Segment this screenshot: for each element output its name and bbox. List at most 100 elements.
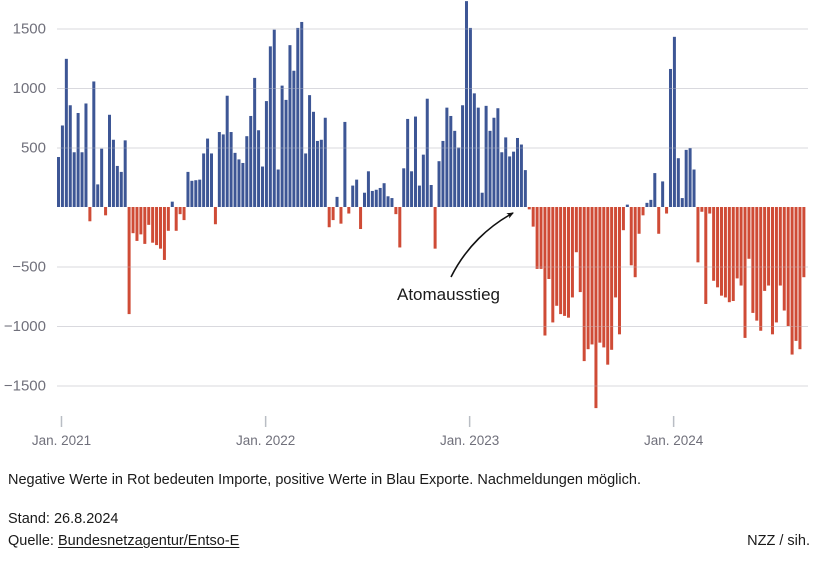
- gridline-overlay: [57, 28, 808, 387]
- import-bar: [739, 207, 743, 286]
- export-bar: [382, 183, 386, 207]
- source-link[interactable]: Bundesnetzagentur/Entso-E: [57, 533, 240, 549]
- export-bar: [488, 130, 492, 207]
- export-bar: [437, 161, 441, 207]
- export-bar: [241, 162, 245, 207]
- import-bar: [610, 207, 614, 350]
- export-bar: [76, 112, 80, 207]
- export-bar: [366, 171, 370, 207]
- export-bar: [484, 105, 488, 207]
- export-bar: [425, 98, 429, 207]
- y-tick-label: −1000: [4, 318, 46, 335]
- import-bar: [614, 207, 618, 298]
- import-bar: [590, 207, 594, 345]
- import-bar: [794, 207, 798, 341]
- y-tick-label: 500: [21, 140, 46, 157]
- export-bar: [649, 199, 653, 207]
- import-bar: [727, 207, 731, 303]
- x-axis: Jan. 2021 Jan. 2022 Jan. 2023 Jan. 2024: [32, 416, 704, 448]
- import-bar: [527, 207, 531, 210]
- import-bar: [570, 207, 574, 298]
- export-bar: [692, 169, 696, 207]
- import-bar: [704, 207, 708, 304]
- import-bar: [802, 207, 806, 278]
- import-bar: [602, 207, 606, 348]
- export-bar: [210, 153, 213, 207]
- import-bar: [708, 207, 712, 214]
- import-bar: [759, 207, 763, 331]
- import-bar: [621, 207, 625, 231]
- import-bar: [535, 207, 539, 269]
- export-bar: [480, 192, 484, 207]
- import-bar: [633, 207, 637, 278]
- export-bar: [57, 157, 60, 207]
- export-bar: [512, 151, 516, 207]
- export-bar: [272, 29, 276, 207]
- export-bar: [233, 152, 237, 207]
- import-bar: [104, 207, 108, 216]
- export-bar: [315, 140, 319, 207]
- export-bar: [257, 130, 261, 207]
- import-bar: [131, 207, 135, 234]
- export-bar: [406, 118, 410, 207]
- export-bar: [119, 171, 123, 207]
- export-bar: [115, 165, 119, 207]
- import-bar: [551, 207, 555, 323]
- export-bar: [688, 148, 692, 207]
- import-bar: [778, 207, 782, 286]
- export-bar: [123, 140, 127, 207]
- y-tick-label: 1000: [13, 80, 46, 97]
- import-bar: [723, 207, 727, 298]
- import-bar: [359, 207, 363, 230]
- export-bar: [523, 170, 527, 207]
- export-bar: [449, 115, 453, 207]
- export-bar: [335, 196, 339, 207]
- import-bar: [770, 207, 774, 335]
- export-bar: [288, 45, 292, 207]
- export-bar: [229, 132, 233, 207]
- export-bar: [108, 114, 111, 207]
- import-bar: [151, 207, 155, 243]
- import-bar: [641, 207, 645, 216]
- export-bar: [343, 121, 347, 207]
- export-bar: [92, 81, 96, 207]
- chart-footnote: Negative Werte in Rot bedeuten Importe, …: [8, 472, 641, 488]
- export-bar: [72, 152, 76, 207]
- export-bar: [445, 107, 449, 207]
- export-bar: [680, 198, 684, 207]
- import-bar: [555, 207, 559, 306]
- export-bar: [194, 180, 198, 207]
- export-bar: [225, 95, 229, 207]
- import-bar: [539, 207, 543, 269]
- export-bar: [492, 117, 496, 207]
- export-bar: [653, 173, 657, 207]
- import-bar: [657, 207, 661, 234]
- export-bar: [417, 185, 421, 207]
- import-bar: [586, 207, 590, 350]
- import-bar: [547, 207, 551, 279]
- export-bar: [676, 158, 680, 207]
- gridlines: [57, 28, 808, 387]
- import-bar: [543, 207, 547, 336]
- export-bar: [645, 202, 649, 207]
- import-bar: [767, 207, 771, 286]
- export-bar: [386, 196, 390, 207]
- import-bar: [339, 207, 343, 224]
- import-bar: [731, 207, 735, 302]
- y-tick-label: 1500: [13, 21, 46, 38]
- export-bar: [84, 103, 88, 207]
- import-bar: [594, 207, 598, 409]
- export-bar: [319, 139, 323, 207]
- import-bar: [531, 207, 535, 227]
- export-bar: [280, 85, 284, 207]
- export-bar: [253, 77, 257, 207]
- export-bar: [217, 132, 221, 207]
- export-bar: [261, 166, 264, 207]
- import-bar: [712, 207, 716, 281]
- export-bar: [672, 36, 676, 207]
- export-bar: [504, 137, 508, 207]
- export-bar: [351, 185, 355, 207]
- credit-byline: NZZ / sih.: [747, 533, 810, 549]
- import-bar: [143, 207, 147, 244]
